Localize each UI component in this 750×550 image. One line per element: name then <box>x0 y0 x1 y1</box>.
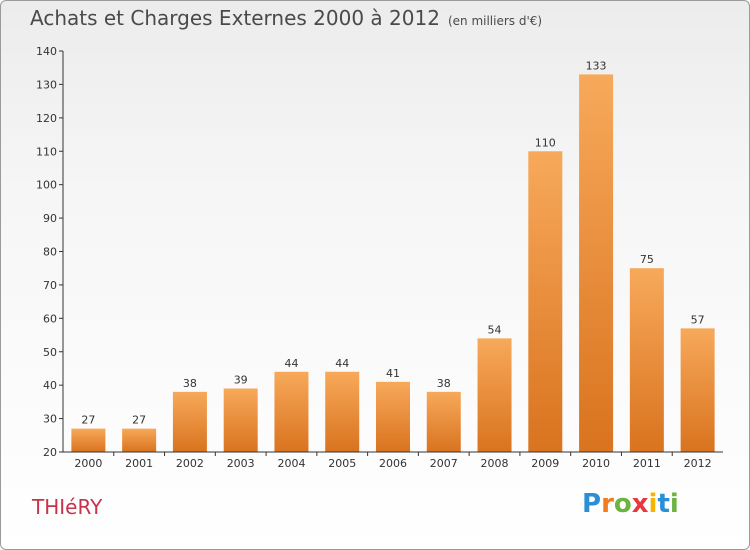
chart-title: Achats et Charges Externes 2000 à 2012 (e… <box>30 6 542 30</box>
bar-value-label: 57 <box>691 313 705 326</box>
y-axis: 20 30 40 50 60 70 80 90 100 110 120 130 140 <box>36 45 64 459</box>
bar-value-label: 75 <box>640 253 654 266</box>
x-tick-label: 2002 <box>176 457 204 470</box>
y-tick-label: 110 <box>36 145 57 158</box>
x-tick-label: 2003 <box>227 457 255 470</box>
y-tick-label: 90 <box>43 212 57 225</box>
bar-value-label: 44 <box>335 357 349 370</box>
logo-letter: i <box>648 489 658 519</box>
y-tick-label: 130 <box>36 78 57 91</box>
bar <box>376 381 410 452</box>
x-tick-label: 2007 <box>430 457 458 470</box>
bar <box>122 428 157 452</box>
y-tick-label: 70 <box>43 279 57 292</box>
x-tick-label: 2011 <box>633 457 661 470</box>
title-main: Achats et Charges Externes 2000 à 2012 <box>30 6 440 30</box>
x-axis: 2000 2001 2002 2003 2004 2005 2006 2007 2008 2009… <box>63 451 723 470</box>
x-tick-label: 2010 <box>582 457 610 470</box>
bar <box>426 391 461 452</box>
logo-letter: o <box>613 489 632 519</box>
y-tick-label: 50 <box>43 346 57 359</box>
logo-letter: r <box>601 489 614 519</box>
bar <box>477 338 512 452</box>
x-tick-label: 2009 <box>531 457 559 470</box>
x-tick-label: 2005 <box>328 457 356 470</box>
bar-value-label: 133 <box>586 59 607 72</box>
bar <box>274 371 309 452</box>
logo-letter: P <box>582 489 602 519</box>
proxiti-logo: Proxiti <box>582 489 679 519</box>
bar-value-label: 27 <box>81 414 95 427</box>
y-tick-label: 100 <box>36 179 57 192</box>
bar-value-label: 41 <box>386 367 400 380</box>
y-tick-label: 120 <box>36 112 57 125</box>
bar-value-label: 27 <box>132 414 146 427</box>
bar-value-label: 110 <box>535 136 556 149</box>
x-tick-label: 2000 <box>74 457 102 470</box>
y-tick-label: 40 <box>43 379 57 392</box>
title-unit: (en milliers d'€) <box>447 14 543 28</box>
place-name: THIéRY <box>32 495 103 519</box>
x-tick-label: 2012 <box>684 457 712 470</box>
bar-value-label: 38 <box>437 377 451 390</box>
y-tick-label: 20 <box>43 446 57 459</box>
bar-value-label: 54 <box>488 323 502 336</box>
logo-letter: i <box>669 489 679 519</box>
logo-letter: x <box>631 489 649 519</box>
bar-value-label: 39 <box>234 374 248 387</box>
bar <box>172 391 207 452</box>
bar <box>629 268 664 452</box>
bar <box>579 74 614 453</box>
x-tick-label: 2008 <box>481 457 509 470</box>
logo-letter: t <box>657 489 670 519</box>
bar-value-label: 38 <box>183 377 197 390</box>
bar <box>680 328 715 452</box>
bar <box>71 428 106 452</box>
y-tick-label: 80 <box>43 246 57 259</box>
bar <box>528 151 563 452</box>
x-tick-label: 2006 <box>379 457 407 470</box>
x-tick-label: 2004 <box>277 457 305 470</box>
bars: 27 27 38 39 44 44 41 38 54 110 133 75 57 <box>71 59 715 453</box>
x-tick-label: 2001 <box>125 457 153 470</box>
bar <box>325 371 360 452</box>
y-tick-label: 140 <box>36 45 57 58</box>
y-tick-label: 30 <box>43 413 57 426</box>
y-tick-label: 60 <box>43 312 57 325</box>
bar-value-label: 44 <box>284 357 298 370</box>
bar <box>223 388 258 452</box>
